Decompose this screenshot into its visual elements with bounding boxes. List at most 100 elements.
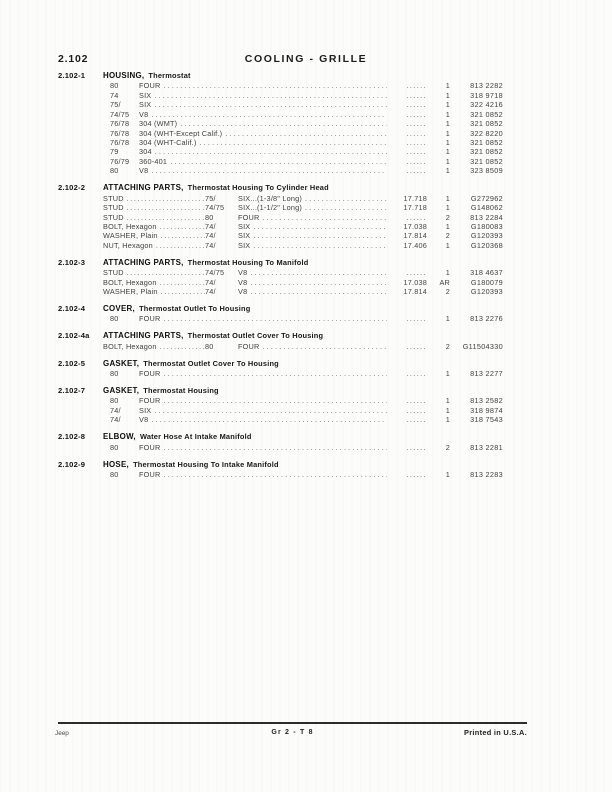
leader-dots bbox=[197, 138, 387, 147]
group-ref-cell: ...... bbox=[406, 81, 427, 91]
part-number-cell: 318 4637 bbox=[470, 268, 503, 278]
description-cell: 304 (WMT) bbox=[139, 119, 178, 129]
section-title: Thermostat Outlet Cover To Housing bbox=[187, 331, 324, 341]
years-cell: 76/78 bbox=[110, 138, 130, 148]
leader-dots bbox=[151, 91, 387, 100]
leader-dots bbox=[167, 157, 387, 166]
part-number-cell: 318 7543 bbox=[470, 415, 503, 425]
part-row: 76/78 304 (WMT)...... 1 321 0852 bbox=[58, 119, 503, 128]
description-cell: V8 bbox=[139, 109, 149, 119]
group-ref-cell: ...... bbox=[406, 268, 427, 278]
group-ref-cell: ...... bbox=[406, 415, 427, 425]
part-number-cell: 322 8220 bbox=[470, 128, 503, 138]
parts-list: 2.102-1 HOUSING,Thermostat 80 FOUR...... 1 81… bbox=[58, 71, 503, 487]
part-row: 80 FOUR...... 1 813 2277 bbox=[58, 369, 503, 378]
part-name-cell: STUD bbox=[103, 203, 205, 212]
part-row: BOLT, Hexagon 80 FOUR...... 2 G11504330 bbox=[58, 342, 503, 351]
qty-cell: 1 bbox=[445, 119, 450, 129]
section-part-name: ATTACHING PARTS, bbox=[103, 331, 184, 341]
leader-dots bbox=[153, 241, 205, 250]
section-number: 2.102-2 bbox=[58, 183, 86, 193]
part-number-cell: 318 9874 bbox=[470, 405, 503, 415]
part-name-text: NUT, Hexagon bbox=[103, 240, 153, 250]
leader-dots bbox=[148, 166, 387, 175]
leader-dots bbox=[124, 203, 205, 212]
group-ref-cell: ...... bbox=[406, 138, 427, 148]
section-title: Thermostat Outlet To Housing bbox=[139, 303, 251, 313]
catalog-section: 2.102-8 ELBOW, Water Hose At Intake Manifo… bbox=[58, 432, 503, 452]
part-number-cell: 813 2276 bbox=[470, 314, 503, 324]
section-title: Thermostat Housing To Cylinder Head bbox=[187, 183, 329, 193]
section-number: 2.102-7 bbox=[58, 385, 86, 395]
years-cell: 80 bbox=[110, 369, 119, 379]
years-cell: 80 bbox=[110, 166, 119, 176]
leader-dots bbox=[160, 369, 387, 378]
qty-cell: 2 bbox=[445, 231, 450, 241]
leader-dots bbox=[124, 268, 205, 277]
section-heading: 2.102-4 COVER, Thermostat Outlet To Housin… bbox=[58, 304, 503, 313]
description-cell: V8 bbox=[238, 268, 248, 278]
part-row: 80 V8...... 1 323 8509 bbox=[58, 166, 503, 175]
part-name-cell: STUD bbox=[103, 194, 205, 203]
page-title: COOLING - GRILLE bbox=[244, 53, 368, 65]
description-cell: SIX bbox=[238, 240, 251, 250]
footer-divider bbox=[58, 722, 527, 724]
qty-cell: 1 bbox=[445, 156, 450, 166]
qty-cell: 1 bbox=[445, 268, 450, 278]
page-footer: Jeep Gr 2 - T 8 Printed in U.S.A. bbox=[55, 728, 527, 739]
years-cell: 80 bbox=[110, 81, 119, 91]
description-cell: SIX bbox=[238, 231, 251, 241]
leader-dots bbox=[157, 278, 205, 287]
part-number-cell: 813 2282 bbox=[470, 81, 503, 91]
part-row: STUD 74/75 V8...... 1 318 4637 bbox=[58, 268, 503, 277]
description-cell: SIX...(1-3/8" Long) bbox=[238, 193, 302, 203]
group-ref-cell: ...... bbox=[406, 212, 427, 222]
part-number-cell: G148062 bbox=[470, 203, 503, 213]
years-cell: 79 bbox=[110, 147, 119, 157]
part-name-cell: BOLT, Hexagon bbox=[103, 222, 205, 231]
catalog-section: 2.102-9 HOSE, Thermostat Housing To Intake… bbox=[58, 460, 503, 480]
years-cell: 80 bbox=[110, 469, 119, 479]
leader-dots bbox=[247, 268, 387, 277]
part-number-cell: 321 0852 bbox=[470, 119, 503, 129]
description-cell: 304 (WHT-Except Calif.) bbox=[139, 128, 223, 138]
description-cell: 304 (WHT-Calif.) bbox=[139, 138, 197, 148]
leader-dots bbox=[158, 231, 205, 240]
leader-dots bbox=[124, 194, 205, 203]
years-cell: 74/75 bbox=[110, 109, 130, 119]
qty-cell: 1 bbox=[445, 405, 450, 415]
group-ref-cell: 17.406 bbox=[403, 240, 427, 250]
description-cell: FOUR bbox=[139, 81, 161, 91]
description-cell: FOUR bbox=[139, 442, 161, 452]
part-row: 74 SIX...... 1 318 9718 bbox=[58, 91, 503, 100]
section-title: Thermostat Housing bbox=[143, 385, 219, 395]
part-number-cell: G120368 bbox=[470, 240, 503, 250]
part-row: BOLT, Hexagon 74/SIX 17.038 1 G180083 bbox=[58, 222, 503, 231]
qty-cell: 1 bbox=[445, 90, 450, 100]
qty-cell: 1 bbox=[445, 240, 450, 250]
section-number: 2.102-1 bbox=[58, 71, 86, 80]
qty-cell: 1 bbox=[445, 221, 450, 231]
part-number-cell: 321 0852 bbox=[470, 138, 503, 148]
years-cell: 75/ bbox=[110, 100, 121, 110]
qty-cell: 1 bbox=[445, 81, 450, 91]
part-row: 80 FOUR...... 1 813 2582 bbox=[58, 396, 503, 405]
years-cell: 74/ bbox=[205, 240, 216, 250]
part-number-cell: G180079 bbox=[470, 277, 503, 287]
part-row: STUD 75/SIX...(1-3/8" Long) 17.718 1 G272962 bbox=[58, 194, 503, 203]
part-row: 74/75 V8...... 1 321 0852 bbox=[58, 110, 503, 119]
section-part-name: HOSE, bbox=[103, 459, 130, 469]
group-ref-cell: ...... bbox=[406, 119, 427, 129]
leader-dots bbox=[250, 231, 387, 240]
section-part-name: GASKET, bbox=[103, 358, 140, 368]
leader-dots bbox=[259, 342, 387, 351]
page-header: 2.102 COOLING - GRILLE bbox=[58, 53, 554, 66]
section-number: 2.102-5 bbox=[58, 358, 86, 368]
catalog-section: 2.102-4 COVER, Thermostat Outlet To Housin… bbox=[58, 304, 503, 324]
leader-dots bbox=[158, 287, 205, 296]
group-ref-cell: ...... bbox=[406, 109, 427, 119]
years-cell: 74/ bbox=[205, 277, 216, 287]
group-ref-cell: ...... bbox=[406, 128, 427, 138]
years-cell: 74/ bbox=[205, 221, 216, 231]
part-number-cell: 813 2281 bbox=[470, 442, 503, 452]
